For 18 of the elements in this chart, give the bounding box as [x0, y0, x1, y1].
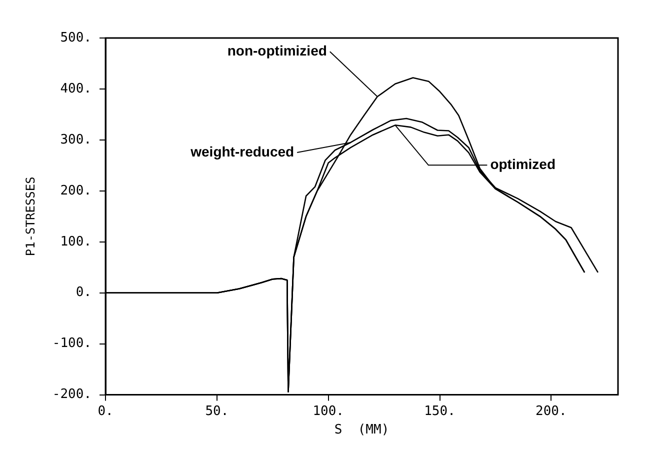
y-tick-label: 500.	[60, 30, 92, 46]
x-tick-label: 0.	[98, 404, 114, 419]
x-axis-title: S (MM)	[334, 422, 390, 438]
y-tick-label: 200.	[60, 183, 92, 198]
y-tick-label: 400.	[60, 81, 92, 96]
x-tick-label: 200.	[536, 404, 567, 419]
y-tick-label: -200.	[52, 387, 92, 402]
x-tick-label: 100.	[312, 404, 344, 419]
y-tick-label: 300.	[60, 132, 92, 148]
y-tick-label: 100.	[60, 234, 92, 250]
x-tick-label: 50.	[205, 404, 229, 419]
text: non-optimizied	[227, 42, 327, 58]
y-tick-label: 0.	[76, 285, 92, 300]
x-tick-label: 150.	[424, 404, 456, 419]
y-tick-label: -100.	[52, 336, 92, 352]
y-axis-title: P1-STRESSES	[23, 176, 38, 256]
legend-label: weight-reduced	[190, 143, 294, 160]
series-label: optimized	[490, 156, 556, 172]
